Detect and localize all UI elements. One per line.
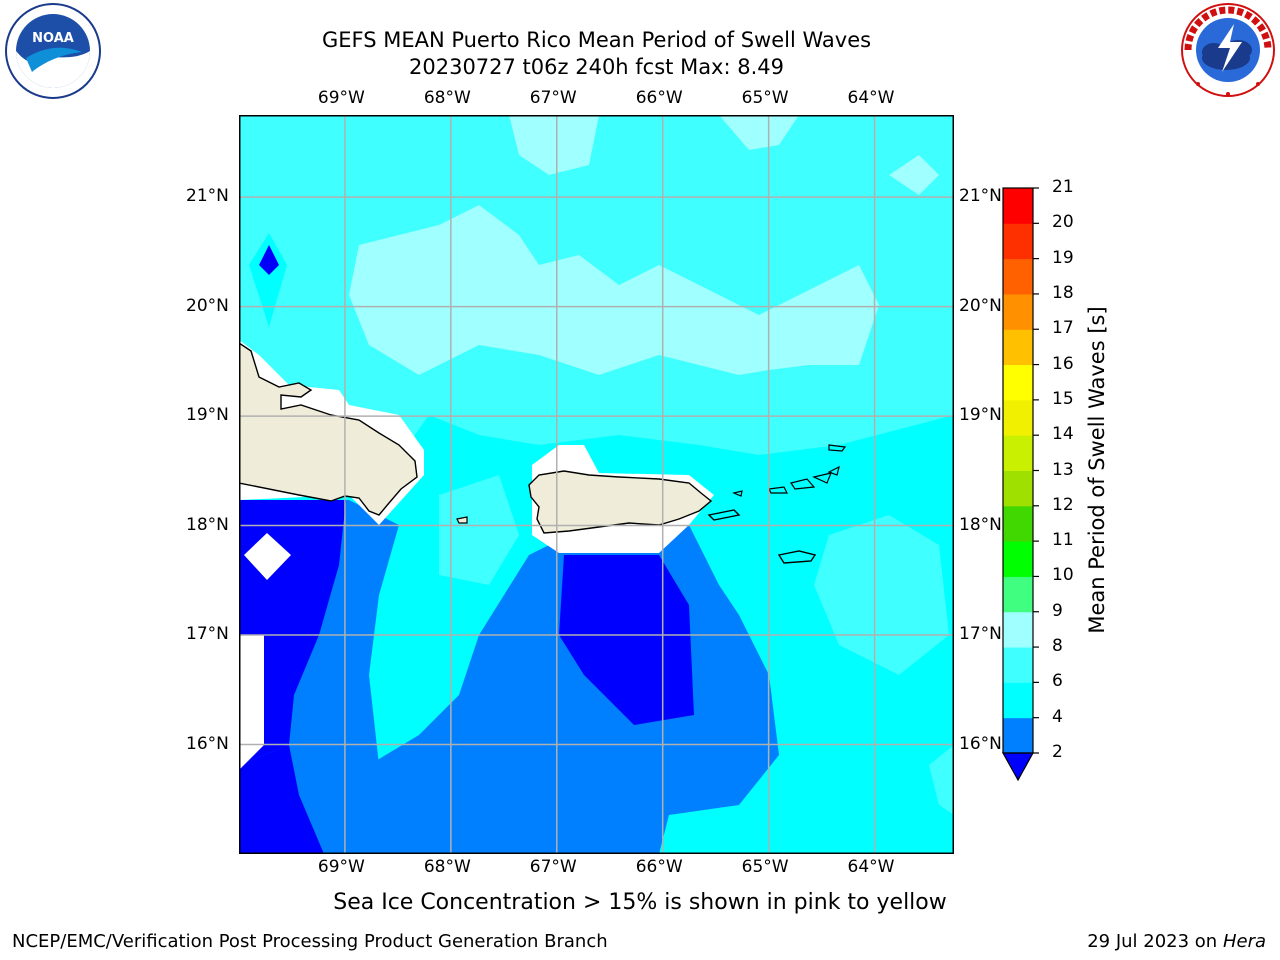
colorbar-tick-label: 15 [1052, 388, 1074, 409]
lon-label-top: 68°W [423, 88, 471, 108]
colorbar-band [1003, 293, 1033, 330]
lat-label-right: 16°N [959, 733, 1002, 754]
colorbar-band [1003, 364, 1033, 401]
sea-ice-note: Sea Ice Concentration > 15% is shown in … [333, 890, 947, 915]
colorbar-band [1003, 682, 1033, 719]
lat-label-left: 19°N [186, 405, 229, 426]
land-hispaniola [239, 342, 418, 516]
lat-label-left: 16°N [186, 733, 229, 754]
lat-label-right: 19°N [959, 405, 1002, 426]
colorbar-extend-arrow [1001, 752, 1035, 782]
lon-label-bottom: 66°W [635, 857, 683, 877]
lon-label-top: 64°W [847, 88, 895, 108]
colorbar-band [1003, 435, 1033, 471]
lat-label-left: 17°N [186, 624, 229, 645]
noaa-logo: NOAA [5, 3, 101, 99]
colorbar-tick-label: 16 [1052, 353, 1074, 374]
lat-label-left: 18°N [186, 514, 229, 535]
noaa-logo-text: NOAA [32, 31, 74, 46]
swell-field-8-9-north [349, 205, 879, 375]
colorbar-tick-label: 17 [1052, 318, 1074, 339]
colorbar-tick-label: 21 [1052, 177, 1074, 197]
land-puerto-rico [528, 470, 713, 534]
swell-field-8-9-top [509, 115, 599, 175]
chart-title: GEFS MEAN Puerto Rico Mean Period of Swe… [321, 28, 872, 52]
colorbar-tick-label: 6 [1052, 671, 1063, 692]
lon-label-top: 65°W [741, 88, 789, 108]
colorbar-band [1003, 470, 1033, 507]
footer-timestamp: 29 Jul 2023 on Hera [1087, 931, 1266, 952]
lon-label-bottom: 67°W [529, 857, 577, 877]
colorbar-band [1003, 541, 1033, 577]
colorbar-band [1003, 258, 1033, 295]
map-gridlines [239, 115, 954, 854]
map-panel [239, 115, 954, 854]
lon-label-bottom: 69°W [317, 857, 365, 877]
footer-machine: Hera [1222, 931, 1266, 952]
colorbar-tick-label: 10 [1052, 565, 1074, 586]
lat-label-right: 21°N [959, 186, 1002, 207]
lat-label-right: 18°N [959, 514, 1002, 535]
colorbar-band [1003, 717, 1033, 754]
colorbar-band [1003, 505, 1033, 542]
chart-subtitle-forecast: 20230727 t06z 240h fcst Max: 8.49 [409, 55, 784, 79]
lon-label-top: 67°W [529, 88, 577, 108]
colorbar-tick-label: 2 [1052, 742, 1063, 762]
lat-label-left: 20°N [186, 295, 229, 316]
colorbar-tick-label: 11 [1052, 530, 1074, 551]
colorbar-band [1003, 399, 1033, 436]
lon-label-bottom: 68°W [423, 857, 471, 877]
colorbar-band [1003, 647, 1033, 683]
lon-label-top: 69°W [317, 88, 365, 108]
lat-label-right: 17°N [959, 624, 1002, 645]
colorbar-band [1003, 223, 1033, 260]
colorbar-tick-label: 20 [1052, 212, 1074, 233]
colorbar-tick-label: 8 [1052, 636, 1063, 657]
lon-label-bottom: 65°W [741, 857, 789, 877]
footer-date: 29 Jul 2023 on [1087, 931, 1218, 952]
nws-logo [1181, 3, 1275, 97]
lat-label-left: 21°N [186, 186, 229, 207]
colorbar-band [1003, 576, 1033, 613]
colorbar-title: Mean Period of Swell Waves [s] [1085, 306, 1109, 634]
colorbar-tick-label: 4 [1052, 706, 1063, 727]
lat-label-right: 20°N [959, 295, 1002, 316]
colorbar [1001, 187, 1039, 782]
colorbar-tick-label: 9 [1052, 600, 1063, 621]
colorbar-tick-label: 13 [1052, 459, 1074, 480]
colorbar-tick-label: 19 [1052, 247, 1074, 268]
colorbar-band [1003, 329, 1033, 366]
colorbar-tick-label: 14 [1052, 424, 1074, 445]
lon-label-top: 66°W [635, 88, 683, 108]
colorbar-band [1003, 611, 1033, 648]
colorbar-band [1003, 188, 1033, 224]
lon-label-bottom: 64°W [847, 857, 895, 877]
footer-producer: NCEP/EMC/Verification Post Processing Pr… [12, 931, 608, 952]
colorbar-tick-label: 12 [1052, 494, 1074, 515]
colorbar-tick-label: 18 [1052, 282, 1074, 303]
